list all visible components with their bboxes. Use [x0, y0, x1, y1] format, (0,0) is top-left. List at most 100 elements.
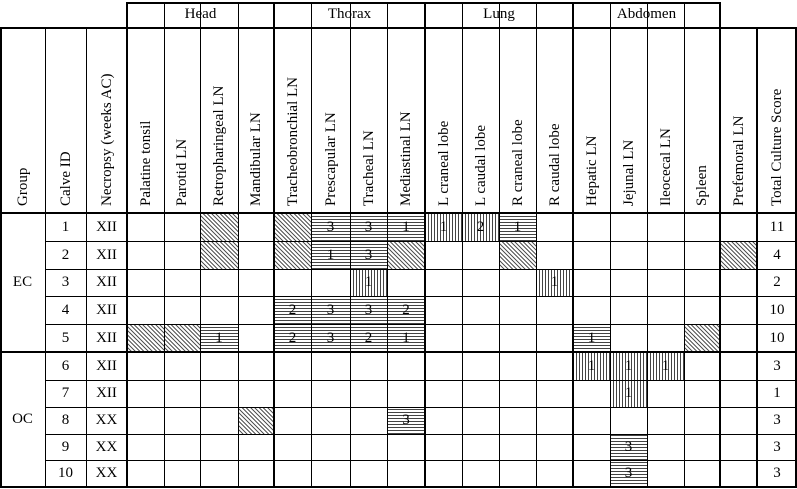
score-cell-prefemoral-ln-calf-2 [720, 241, 757, 269]
necropsy-week-calf-5: XII [96, 329, 117, 346]
column-group-abdomen: Abdomen [573, 2, 720, 27]
score-cell-hepatic-ln-calf-6: 1 [573, 352, 610, 380]
score-value: 1 [364, 274, 373, 290]
grid-vline [273, 2, 275, 488]
score-value: 1 [587, 357, 596, 374]
score-value: 1 [402, 329, 410, 346]
score-value: 2 [364, 329, 373, 346]
grid-vline [610, 2, 611, 488]
total-score-calf-3: 2 [773, 274, 781, 290]
grid-vline [572, 2, 574, 488]
necropsy-week-calf-1: XII [96, 218, 117, 235]
grid-vline [311, 2, 312, 488]
score-cell-tracheal-ln-calf-2: 3 [350, 241, 387, 269]
grid-vline [238, 2, 239, 488]
score-cell-ileocecal-ln-calf-6: 1 [647, 352, 684, 380]
score-value: 2 [476, 218, 485, 235]
column-header-mediastinal-ln: Mediastinal LN [398, 111, 414, 206]
group-label-ec: EC [12, 274, 33, 290]
necropsy-week-calf-3: XII [96, 274, 117, 290]
score-cell-jejunal-ln-calf-9: 3 [610, 434, 647, 460]
score-value: 3 [326, 329, 335, 346]
total-score-calf-7: 1 [773, 385, 781, 401]
score-value: 1 [326, 246, 335, 263]
score-cell-tracheobronchial-ln-calf-1 [274, 213, 311, 241]
grid-hline [45, 324, 797, 325]
necropsy-week-calf-7: XII [96, 385, 117, 401]
score-value: 1 [215, 329, 223, 346]
score-cell-parotid-ln-calf-5 [164, 324, 200, 352]
column-header-prescapular-ln: Prescapular LN [322, 112, 339, 206]
grid-hline [45, 407, 797, 408]
total-score-calf-1: 11 [769, 218, 785, 235]
score-cell-mediastinal-ln-calf-2 [387, 241, 425, 269]
column-header-r-caudal-lobe: R caudal lobe [546, 123, 563, 206]
grid-group-separator [0, 351, 797, 353]
score-cell-mandibular-ln-calf-8 [238, 407, 274, 434]
score-cell-mediastinal-ln-calf-4: 2 [387, 296, 425, 324]
score-cell-tracheal-ln-calf-4: 3 [350, 296, 387, 324]
score-value: 1 [661, 357, 670, 374]
grid-hline [45, 296, 797, 297]
score-cell-tracheobronchial-ln-calf-5: 2 [274, 324, 311, 352]
score-cell-jejunal-ln-calf-10: 3 [610, 460, 647, 487]
score-value: 2 [288, 329, 297, 346]
score-value: 3 [624, 465, 633, 481]
grid-vline [536, 2, 537, 488]
grid-hline [45, 460, 797, 461]
score-value: 3 [326, 301, 335, 318]
score-value: 1 [587, 329, 596, 346]
grid-hline [45, 434, 797, 435]
score-cell-spleen-calf-5 [684, 324, 720, 352]
grid-vline [499, 2, 500, 488]
score-cell-tracheal-ln-calf-3: 1 [350, 269, 387, 296]
calve-id-calf-8: 8 [61, 412, 70, 428]
grid-group-bottom [127, 27, 720, 29]
score-value: 3 [326, 218, 335, 235]
calve-id-calf-9: 9 [61, 438, 70, 455]
column-header-jejunal-ln: Jejunal LN [620, 139, 637, 206]
score-cell-l-caudal-lobe-calf-1: 2 [462, 213, 499, 241]
score-cell-r-craneal-lobe-calf-1: 1 [499, 213, 536, 241]
total-score-calf-8: 3 [773, 412, 781, 428]
score-cell-prescapular-ln-calf-5: 3 [311, 324, 350, 352]
necropsy-week-calf-9: XX [95, 438, 118, 455]
column-header-parotid-ln: Parotid LN [174, 138, 190, 206]
grid-vline [126, 2, 128, 488]
score-cell-hepatic-ln-calf-5: 1 [573, 324, 610, 352]
calve-id-calf-2: 2 [61, 246, 70, 263]
grid-vline [684, 2, 685, 488]
necropsy-week-calf-8: XX [95, 412, 118, 428]
score-value: 3 [364, 301, 373, 318]
grid-vline [647, 2, 648, 488]
grid-vline [719, 2, 721, 488]
grid-hline [45, 380, 797, 381]
calve-id-calf-5: 5 [61, 329, 70, 346]
total-score-calf-4: 10 [769, 301, 785, 318]
score-value: 3 [624, 438, 633, 455]
score-value: 2 [402, 301, 410, 318]
calve-id-calf-4: 4 [61, 301, 70, 318]
grid-vline [350, 2, 351, 488]
necropsy-week-calf-6: XII [96, 357, 117, 374]
grid-vline [0, 27, 2, 488]
grid-vline [164, 2, 165, 488]
score-cell-mediastinal-ln-calf-1: 1 [387, 213, 425, 241]
score-value: 1 [439, 218, 448, 235]
column-header-r-craneal-lobe: R craneal lobe [509, 119, 526, 206]
score-cell-tracheobronchial-ln-calf-4: 2 [274, 296, 311, 324]
necropsy-week-calf-10: XX [95, 465, 118, 481]
score-value: 1 [624, 357, 633, 374]
calve-id-calf-7: 7 [61, 385, 70, 401]
column-header-total-culture-score: Total Culture Score [769, 88, 785, 206]
score-value: 1 [624, 385, 633, 401]
score-value: 1 [402, 218, 410, 235]
score-cell-jejunal-ln-calf-7: 1 [610, 380, 647, 407]
calve-id-calf-3: 3 [61, 274, 70, 290]
score-cell-tracheal-ln-calf-5: 2 [350, 324, 387, 352]
column-header-group: Group [14, 167, 31, 206]
grid-vline [200, 2, 201, 488]
column-header-mandibular-ln: Mandibular LN [248, 112, 264, 206]
calve-id-calf-1: 1 [61, 218, 70, 235]
column-group-lung: Lung [425, 2, 573, 27]
